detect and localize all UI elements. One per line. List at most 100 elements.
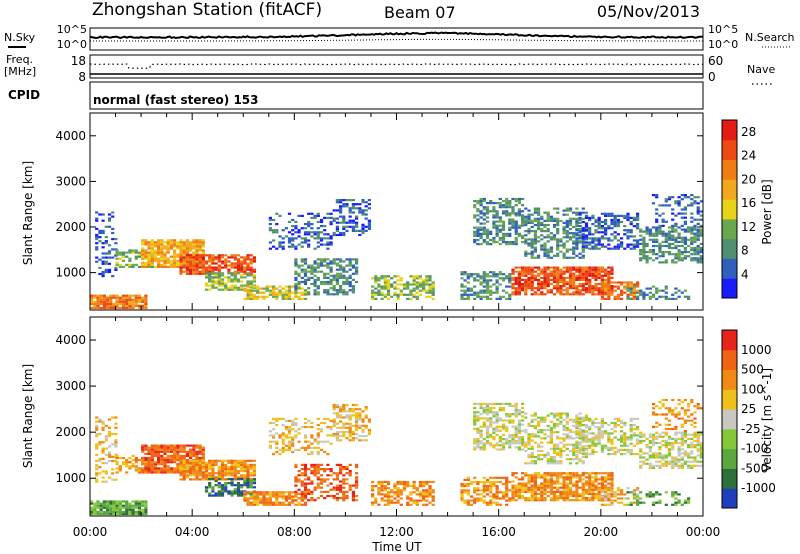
data-cell [651,285,656,288]
data-cell [287,491,292,494]
data-cell [316,463,320,466]
data-cell [198,469,202,472]
data-cell [533,474,537,477]
data-cell [192,251,196,254]
data-cell [303,436,308,439]
data-cell [214,274,218,277]
data-cell [428,275,432,278]
data-cell [307,266,311,269]
data-cell [661,261,665,264]
data-cell [492,427,496,430]
data-cell [508,404,512,408]
data-cell [428,289,432,292]
date-label: 05/Nov/2013 [597,2,700,21]
data-cell [549,278,553,281]
data-cell [552,272,557,275]
data-cell [240,260,244,263]
data-cell [466,482,470,486]
data-cell [508,402,512,405]
data-cell [335,229,339,232]
data-cell [342,274,346,277]
data-cell [658,295,662,298]
data-cell [396,482,400,486]
data-cell [204,465,209,469]
data-cell [141,247,145,250]
data-cell [339,463,343,466]
data-cell [527,238,531,241]
data-cell [508,214,512,217]
data-cell [95,459,99,463]
data-cell [345,221,349,224]
data-cell [581,270,585,273]
data-cell [505,277,509,280]
data-cell [667,226,672,229]
data-cell [198,249,202,252]
data-cell [176,463,180,466]
data-cell [179,241,183,244]
data-cell [667,238,672,241]
data-cell [332,258,336,261]
data-cell [371,289,375,292]
data-cell [374,277,378,280]
data-cell [671,230,675,233]
data-cell [319,421,324,425]
data-cell [383,495,387,498]
data-cell [632,285,636,288]
data-cell [243,268,247,271]
data-cell [581,207,585,210]
data-cell [243,284,247,287]
data-cell [393,487,397,490]
data-cell [610,214,614,217]
data-cell [147,450,151,453]
data-cell [131,249,135,252]
data-cell [345,205,349,208]
data-cell [339,410,343,413]
data-cell [355,258,359,261]
data-cell [533,287,537,290]
data-cell [192,266,196,269]
data-cell [339,266,343,269]
data-cell [278,453,282,456]
data-cell [104,437,108,440]
data-cell [316,428,320,431]
data-cell [157,454,161,457]
data-cell [217,256,221,259]
data-cell [220,478,225,481]
data-cell [246,262,250,265]
data-cell [664,244,668,248]
data-cell [166,467,170,470]
data-cell [399,480,403,484]
data-cell [147,265,151,268]
data-cell [489,433,493,437]
data-cell [236,482,241,485]
data-cell [546,250,550,253]
data-cell [141,241,145,244]
data-cell [160,448,164,451]
data-cell [128,502,132,505]
data-cell [163,456,167,460]
data-cell [284,426,288,429]
data-cell [485,287,490,290]
data-cell [485,427,490,430]
data-cell [189,463,193,466]
data-cell [125,306,129,310]
data-cell [524,207,528,210]
data-cell [335,430,339,434]
data-cell [361,211,365,214]
data-cell [511,436,515,439]
data-cell [125,500,129,503]
data-cell [530,213,534,216]
data-cell [329,270,333,273]
data-cell [505,415,509,418]
data-cell [396,295,400,298]
data-cell [505,212,509,215]
data-cell [559,268,563,271]
data-cell [303,293,308,296]
data-cell [355,229,359,232]
data-cell [693,218,697,221]
data-cell [610,268,614,271]
data-cell [524,221,528,224]
data-cell [150,257,154,260]
data-cell [425,489,429,492]
data-cell [246,297,250,300]
